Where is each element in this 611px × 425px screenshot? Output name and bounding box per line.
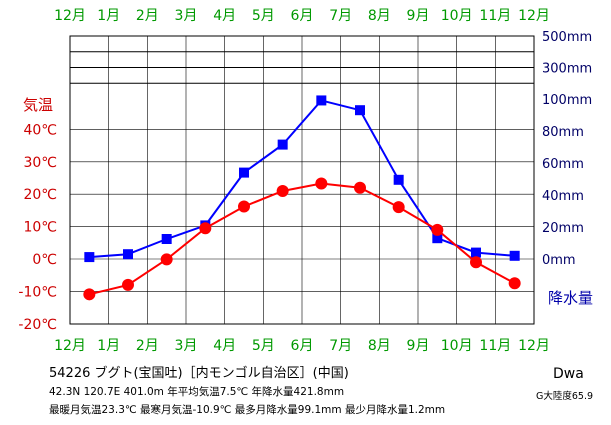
precipitation-tick-label: 100mm: [542, 93, 592, 108]
temperature-line: [89, 182, 516, 296]
precipitation-point: [509, 250, 520, 261]
month-tick-top: 12月: [518, 8, 550, 24]
month-tick-top: 10月: [441, 8, 473, 24]
month-tick-bottom: 1月: [97, 338, 120, 354]
month-tick-top: 11月: [479, 8, 511, 24]
continentality-index: G大陸度65.9: [536, 391, 594, 402]
month-tick-bottom: 4月: [213, 338, 236, 354]
month-tick-top: 3月: [175, 8, 198, 24]
temperature-tick-label: -20℃: [18, 317, 57, 333]
month-tick-top: 2月: [136, 8, 159, 24]
month-axis-bottom: 12月 1月 2月 3月 4月 5月 6月 7月 8月 9月 10月 11月 12月: [54, 338, 550, 354]
month-tick-bottom: 12月: [518, 338, 550, 354]
month-tick-bottom: 3月: [175, 338, 198, 354]
temperature-point: [508, 277, 521, 290]
month-tick-bottom: 11月: [479, 338, 511, 354]
temperature-point: [431, 223, 444, 236]
precipitation-point: [84, 252, 95, 263]
month-tick-top: 8月: [368, 8, 391, 24]
precipitation-point: [471, 247, 481, 258]
precipitation-tick-label: 300mm: [542, 62, 592, 77]
month-tick-bottom: 10月: [441, 338, 473, 354]
month-tick-bottom: 8月: [368, 338, 391, 354]
temperature-axis: 40℃ 30℃ 20℃ 10℃ 0℃ -10℃ -20℃: [18, 122, 57, 332]
precipitation-axis-label: 降水量: [548, 289, 593, 307]
temperature-axis-label: 気温: [23, 96, 53, 114]
temperature-point: [392, 201, 405, 214]
temperature-point: [160, 253, 173, 266]
month-tick-bottom: 9月: [407, 338, 430, 354]
precipitation-tick-label: 60mm: [542, 157, 584, 172]
month-tick-bottom: 2月: [136, 338, 159, 354]
month-tick-top: 1月: [97, 8, 120, 24]
temperature-point: [276, 184, 289, 197]
temperature-point: [315, 177, 328, 190]
month-tick-bottom: 5月: [252, 338, 275, 354]
temperature-series: [83, 177, 521, 301]
station-info-line-1: 42.3N 120.7E 401.0m 年平均気温7.5℃ 年降水量421.8m…: [49, 386, 345, 398]
precipitation-point: [355, 105, 365, 116]
month-tick-top: 12月: [54, 8, 86, 24]
temperature-point: [354, 181, 366, 194]
precipitation-point: [316, 95, 327, 106]
precipitation-tick-label: 20mm: [542, 221, 584, 236]
precipitation-point: [432, 233, 443, 244]
month-tick-top: 9月: [407, 8, 430, 24]
month-tick-bottom: 7月: [329, 338, 352, 354]
month-tick-top: 4月: [213, 8, 236, 24]
month-tick-top: 7月: [329, 8, 352, 24]
month-tick-bottom: 12月: [54, 338, 86, 354]
temperature-tick-label: 20℃: [23, 187, 57, 203]
temperature-point: [470, 256, 482, 269]
temperature-tick-label: -10℃: [18, 284, 57, 300]
precipitation-line: [89, 99, 515, 259]
station-title: 54226 ブグト(宝国吐)［内モンゴル自治区］(中国): [49, 366, 349, 381]
temperature-tick-label: 0℃: [32, 252, 57, 268]
month-tick-top: 6月: [291, 8, 314, 24]
temperature-tick-label: 10℃: [23, 220, 57, 236]
temperature-tick-label: 30℃: [23, 155, 57, 171]
temperature-point: [122, 278, 134, 291]
temperature-tick-label: 40℃: [23, 122, 57, 138]
grid-lines: [69, 35, 535, 325]
precipitation-point: [239, 167, 249, 178]
precipitation-tick-label: 40mm: [542, 189, 584, 204]
precipitation-tick-label: 80mm: [542, 125, 584, 140]
month-tick-bottom: 6月: [291, 338, 314, 354]
climate-class: Dwa: [553, 366, 584, 382]
precipitation-point: [277, 139, 288, 150]
station-info-line-2: 最暖月気温23.3℃ 最寒月気温-10.9℃ 最多月降水量99.1mm 最少月降…: [49, 404, 446, 416]
month-tick-top: 5月: [252, 8, 275, 24]
precipitation-tick-label: 500mm: [542, 30, 592, 45]
temperature-point: [199, 222, 212, 235]
precipitation-point: [393, 174, 404, 185]
precipitation-tick-label: 0mm: [542, 253, 576, 268]
month-axis-top: 12月 1月 2月 3月 4月 5月 6月 7月 8月 9月 10月 11月 12月: [54, 8, 550, 24]
precipitation-point: [123, 249, 133, 260]
temperature-point: [238, 200, 250, 213]
precipitation-axis: 0mm 20mm 40mm 60mm 80mm 100mm 300mm 500mm: [542, 30, 592, 268]
temperature-point: [83, 288, 96, 301]
precipitation-point: [161, 234, 172, 244]
